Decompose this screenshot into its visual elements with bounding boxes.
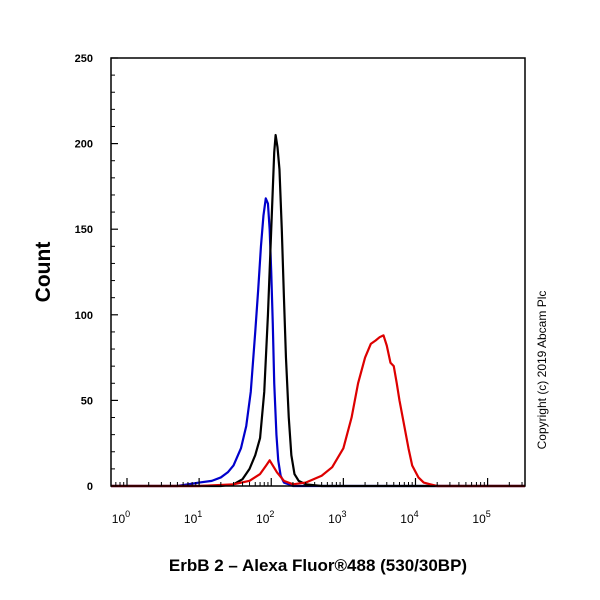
series-line-1 — [111, 133, 525, 488]
plot-frame — [110, 57, 526, 487]
y-tick-label: 250 — [75, 53, 93, 65]
y-axis: 0 50 100 150 200 250 — [75, 53, 118, 493]
y-tick-label: 200 — [75, 139, 93, 151]
x-axis-title: ErbB 2 – Alexa Fluor®488 (530/30BP) — [169, 556, 467, 575]
series-line-0 — [111, 197, 525, 488]
y-tick-label: 0 — [87, 481, 93, 493]
y-tick-label: 150 — [75, 224, 93, 236]
series-group — [111, 133, 525, 488]
y-tick-label: 100 — [75, 310, 93, 322]
x-tick-label: 103 — [328, 509, 346, 526]
x-tick-label: 100 — [112, 509, 130, 526]
y-tick-label: 50 — [81, 395, 93, 407]
x-tick-label: 101 — [184, 509, 202, 526]
x-axis: 100 101 102 103 104 105 — [110, 478, 523, 526]
x-tick-label: 104 — [400, 509, 418, 526]
copyright-text: Copyright (c) 2019 Abcam Plc — [535, 291, 549, 450]
y-axis-title: Count — [32, 242, 55, 303]
x-tick-label: 105 — [472, 509, 490, 526]
series-line-2 — [111, 334, 525, 488]
x-tick-label: 102 — [256, 509, 274, 526]
